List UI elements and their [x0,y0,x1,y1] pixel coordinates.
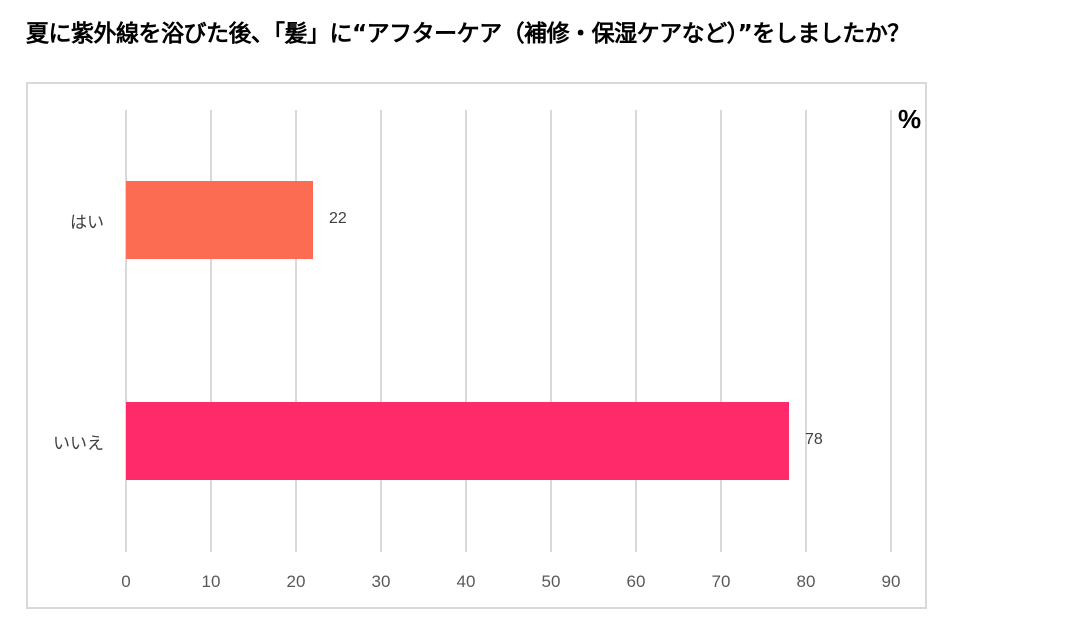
x-tick-label: 10 [201,572,221,591]
chart-title: 夏に紫外線を浴びた後、「髪」に“アフターケア（補修・保湿ケアなど）”をしましたか… [26,21,910,47]
gridline [125,110,127,552]
gridline [550,110,552,552]
data-label: 22 [329,210,347,227]
data-label: 78 [805,431,823,448]
gridline [380,110,382,552]
x-tick-label: 90 [881,572,901,591]
category-label: いいえ [53,434,104,454]
gridline [210,110,212,552]
x-tick-label: 0 [121,572,131,591]
x-tick-label: 20 [286,572,306,591]
gridline [720,110,722,552]
x-tick-label: 50 [541,572,561,591]
bar [126,402,789,480]
x-tick-label: 30 [371,572,391,591]
gridline [295,110,297,552]
gridline [890,110,892,552]
chart-frame [26,82,927,609]
bar [126,181,313,259]
unit-label: % [898,104,922,134]
x-tick-label: 70 [711,572,731,591]
gridline [805,110,807,552]
x-tick-label: 40 [456,572,476,591]
x-tick-label: 60 [626,572,646,591]
gridline [635,110,637,552]
category-label: はい [70,213,104,233]
x-tick-label: 80 [796,572,816,591]
gridline [465,110,467,552]
